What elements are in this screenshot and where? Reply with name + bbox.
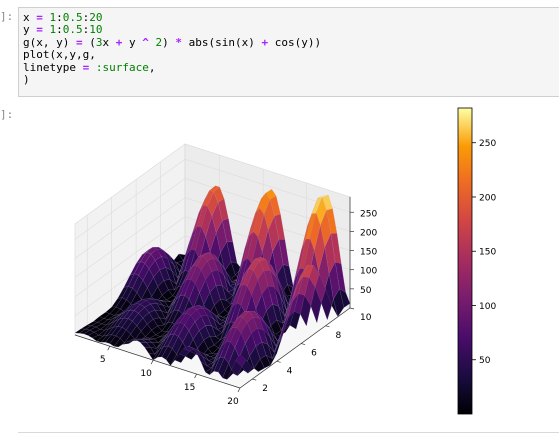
code-line: linetype = :surface, [23,60,321,74]
code-token: cos(y)) [268,35,322,49]
code-token: linetype [23,60,83,74]
grid-line [74,216,351,297]
x-tick [107,346,111,351]
code-token: ) [162,35,176,49]
code-token: 0.5 [62,23,83,37]
code-token: 10 [89,23,103,37]
tick-label: 250 [360,209,377,219]
output-area: 5 10 15 20 2 4 6 8 10 50 100 150 200 250 50 100 150 200 2… [18,100,559,430]
code-token: : [82,23,90,37]
x-tick [194,373,197,379]
code-token [89,61,96,74]
code-token: = [36,23,43,37]
colorbar-gradient [457,107,473,415]
code-token: ( [82,35,96,49]
code-token: : [56,11,63,24]
code-token: + [115,35,123,49]
colorbar-tick-label: 50 [479,356,491,366]
grid-line [74,197,351,278]
code-line: plot(x,y,g, [23,49,321,61]
code-token: ) [23,73,30,87]
code-token: g(x, y) [23,35,76,49]
colorbar-tick-label: 250 [479,139,496,149]
input-prompt: ]: [0,10,14,23]
tick-label: 20 [227,397,239,407]
code-token: * [175,35,182,49]
tick-label: 2 [262,384,268,394]
colorbar-tick-label: 150 [479,248,496,258]
cell-divider [18,432,559,433]
code-token [43,23,50,36]
code-line: g(x, y) = (3x + y ^ 2) * abs(sin(x) + co… [23,35,322,49]
tick-label: 4 [287,366,293,376]
colorbar-tick-label: 100 [479,302,496,312]
code-token: 20 [89,11,103,24]
code-token [43,11,50,24]
code-token: :surface [95,60,149,74]
y-tick [325,325,330,328]
code-editor[interactable]: x = 1:0.5:20 y = 1:0.5:10 g(x, y) = (3x + … [23,11,322,87]
code-token: + [261,35,269,49]
tick-label: 5 [100,355,106,365]
surface-quad [284,291,296,323]
axes-labels: 5 10 15 20 2 4 6 8 10 50 100 150 200 250 [74,196,377,407]
code-token: = [75,35,83,49]
tick-label: 100 [360,267,377,277]
code-token: : [56,23,63,37]
tick-label: 15 [184,383,195,393]
x-tick [237,387,241,393]
surface-mesh [74,185,351,380]
surface-plot: 5 10 15 20 2 4 6 8 10 50 100 150 200 250 50 100 150 200 2… [74,107,496,415]
surface-quad [296,265,308,286]
code-token: abs(sin(x) [181,35,262,49]
code-cell[interactable]: x = 1:0.5:20 y = 1:0.5:10 g(x, y) = (3x + … [18,7,559,97]
code-token: = [82,60,90,74]
code-token: 1 [49,11,57,24]
code-token: 2 [155,35,163,49]
grid-line [74,178,351,259]
code-token: y [23,23,37,37]
code-token: plot(x,y,g, [23,48,96,62]
tick-label: 10 [140,369,152,379]
y-tick [301,343,306,345]
grid-line [74,158,351,240]
colorbar-tick-label: 200 [479,193,496,203]
surface-quad [308,264,320,288]
x-tick [150,359,154,365]
y-tick [349,307,355,310]
surface-quad [241,359,253,374]
colorbar: 50 100 150 200 250 [457,107,496,415]
code-token: 0.5 [62,11,83,24]
code-token: x [102,35,116,49]
y-tick [276,360,281,363]
code-token: , [148,60,156,74]
tick-label: 200 [360,228,377,238]
grid-line [74,235,351,317]
tick-label: 50 [360,286,372,296]
code-token: 3 [95,35,103,49]
code-token: ^ [142,35,149,49]
code-line: ) [23,73,321,87]
y-axis-line [239,307,351,389]
code-token: y [122,35,143,49]
y-tick [252,378,257,381]
x-axis-line [74,334,241,389]
surface-quad [278,313,290,344]
tick-label: 150 [360,248,377,258]
tick-label: 10 [360,313,372,323]
surface-quad [235,353,247,367]
surface-quad [272,335,283,359]
code-token: = [36,11,43,24]
code-token: 1 [49,23,57,37]
tick-label: 6 [311,349,317,359]
output-prompt: ]: [0,108,14,121]
code-token: : [82,11,90,24]
surface-quad [314,273,326,304]
code-line: x = 1:0.5:20 [23,11,321,24]
code-line: y = 1:0.5:10 [23,24,321,36]
code-token: x [23,11,37,24]
tick-label: 8 [336,331,342,341]
